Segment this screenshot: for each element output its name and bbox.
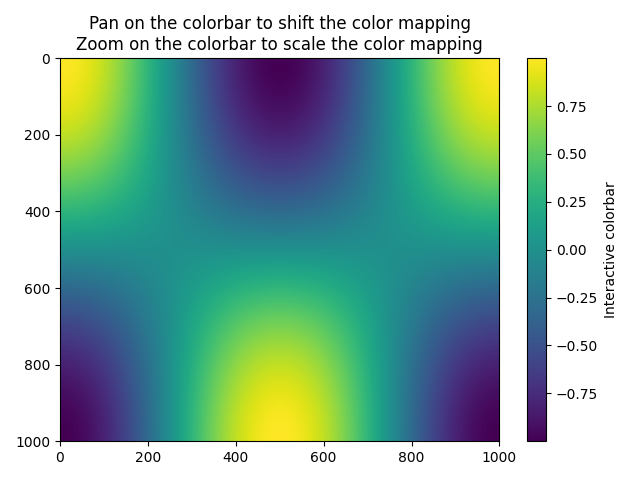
Title: Pan on the colorbar to shift the color mapping
Zoom on the colorbar to scale the: Pan on the colorbar to shift the color m… [76, 15, 483, 54]
Y-axis label: Interactive colorbar: Interactive colorbar [604, 181, 618, 318]
